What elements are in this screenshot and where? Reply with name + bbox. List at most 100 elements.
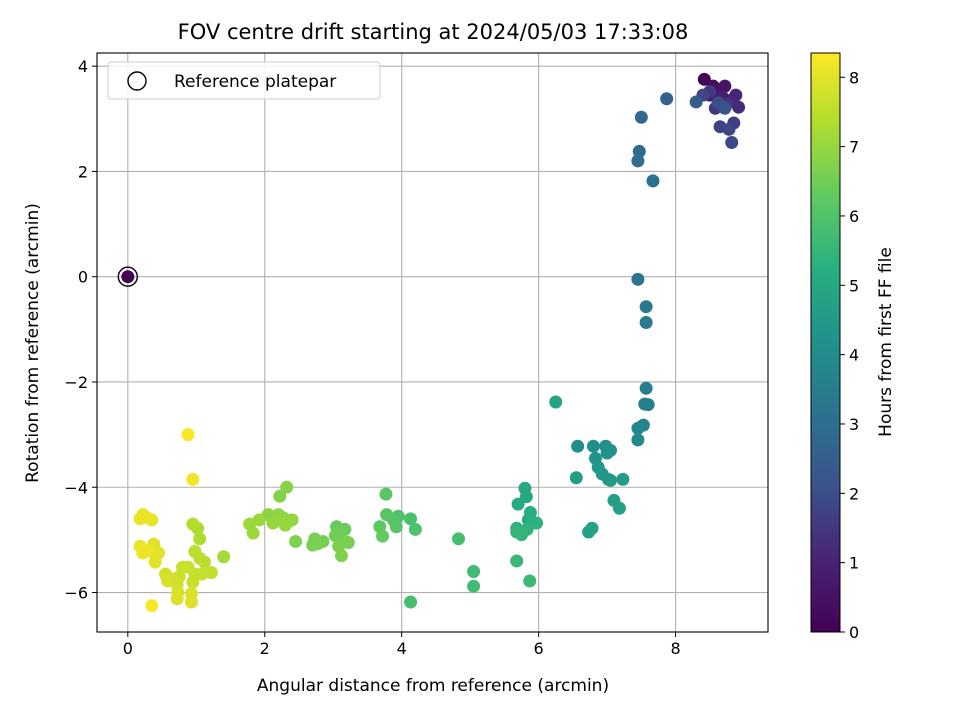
data-point	[729, 88, 743, 102]
data-point	[408, 522, 422, 536]
x-tick-label: 6	[534, 639, 544, 658]
data-point	[718, 79, 732, 93]
data-point	[631, 433, 645, 447]
data-point	[380, 508, 394, 522]
data-point	[510, 554, 524, 568]
data-point	[376, 529, 390, 543]
data-point	[634, 110, 648, 124]
data-point	[571, 439, 585, 453]
y-tick-label: 4	[78, 57, 88, 76]
legend-marker-reference	[127, 71, 147, 91]
x-axis: 0 2 4 6 8	[123, 632, 681, 658]
data-point	[181, 428, 195, 442]
x-tick-label: 0	[123, 639, 133, 658]
data-point	[632, 144, 646, 158]
data-point	[631, 421, 645, 435]
colorbar-tick-label: 2	[849, 484, 859, 503]
colorbar: 0 1 2 3 4 5 6 7 8 Hours from first FF file	[810, 52, 896, 642]
data-point	[404, 512, 418, 526]
data-point	[510, 525, 524, 539]
chart-title: FOV centre drift starting at 2024/05/03 …	[178, 20, 689, 44]
data-point	[586, 439, 600, 453]
data-point	[389, 520, 403, 534]
colorbar-tick-label: 3	[849, 415, 859, 434]
data-point	[338, 522, 352, 536]
data-point	[379, 487, 393, 501]
legend-label-reference: Reference platepar	[174, 72, 336, 92]
y-tick-label: −4	[64, 478, 88, 497]
data-point	[246, 526, 260, 540]
x-tick-label: 8	[670, 639, 680, 658]
x-axis-label: Angular distance from reference (arcmin)	[257, 676, 609, 696]
data-point	[604, 473, 618, 487]
data-point	[660, 92, 674, 106]
legend: Reference platepar	[107, 61, 381, 100]
colorbar-tick-label: 6	[849, 207, 859, 226]
data-point	[404, 595, 418, 609]
data-point	[217, 550, 231, 564]
data-point	[639, 315, 653, 329]
colorbar-tick-label: 8	[849, 68, 859, 87]
data-point	[140, 543, 154, 557]
data-point	[631, 272, 645, 286]
data-point	[689, 95, 703, 109]
plot-frame	[96, 52, 769, 633]
y-tick-label: −6	[64, 584, 88, 603]
data-point	[467, 579, 481, 593]
data-point	[523, 574, 537, 588]
data-point	[641, 398, 655, 412]
data-point	[467, 564, 481, 578]
reference-point	[121, 270, 135, 284]
data-point	[718, 101, 732, 115]
data-point	[170, 592, 184, 606]
data-point	[133, 512, 147, 526]
y-tick-label: −2	[64, 373, 88, 392]
data-point	[722, 122, 736, 136]
grid-lines	[97, 53, 768, 632]
colorbar-tick-label: 5	[849, 276, 859, 295]
x-tick-label: 4	[397, 639, 407, 658]
data-point	[600, 446, 614, 460]
data-point	[186, 575, 200, 589]
colorbar-tick-label: 7	[849, 138, 859, 157]
colorbar-gradient	[810, 52, 841, 633]
x-tick-label: 2	[260, 639, 270, 658]
colorbar-label: Hours from first FF file	[876, 247, 896, 437]
data-points	[117, 72, 746, 613]
data-point	[289, 534, 303, 548]
data-point	[530, 516, 544, 530]
data-point	[725, 135, 739, 149]
y-tick-label: 2	[78, 162, 88, 181]
data-point	[511, 497, 525, 511]
data-point	[193, 532, 207, 546]
data-point	[184, 595, 198, 609]
data-point	[732, 100, 746, 114]
reference-point-ring	[117, 266, 139, 287]
data-point	[612, 501, 626, 515]
data-point	[273, 489, 287, 503]
data-point	[616, 472, 630, 486]
colorbar-ticks: 0 1 2 3 4 5 6 7 8	[840, 68, 859, 642]
data-point	[148, 555, 162, 569]
data-point	[697, 72, 711, 86]
y-tick-label: 0	[78, 268, 88, 287]
data-point	[266, 516, 280, 530]
data-point	[186, 472, 200, 486]
colorbar-tick-label: 1	[849, 554, 859, 573]
data-point	[204, 566, 218, 580]
data-point	[278, 518, 292, 532]
data-point	[646, 174, 660, 188]
data-point	[569, 471, 583, 485]
data-point	[334, 549, 348, 563]
data-point	[639, 381, 653, 395]
data-point	[280, 480, 294, 494]
data-point	[186, 517, 200, 531]
data-point	[161, 574, 175, 588]
y-axis: −6 −4 −2 0 2 4	[64, 57, 97, 603]
data-point	[631, 154, 645, 168]
colorbar-tick-label: 4	[849, 346, 859, 365]
data-point	[145, 599, 159, 613]
data-point	[549, 395, 563, 409]
legend-box	[107, 61, 381, 100]
